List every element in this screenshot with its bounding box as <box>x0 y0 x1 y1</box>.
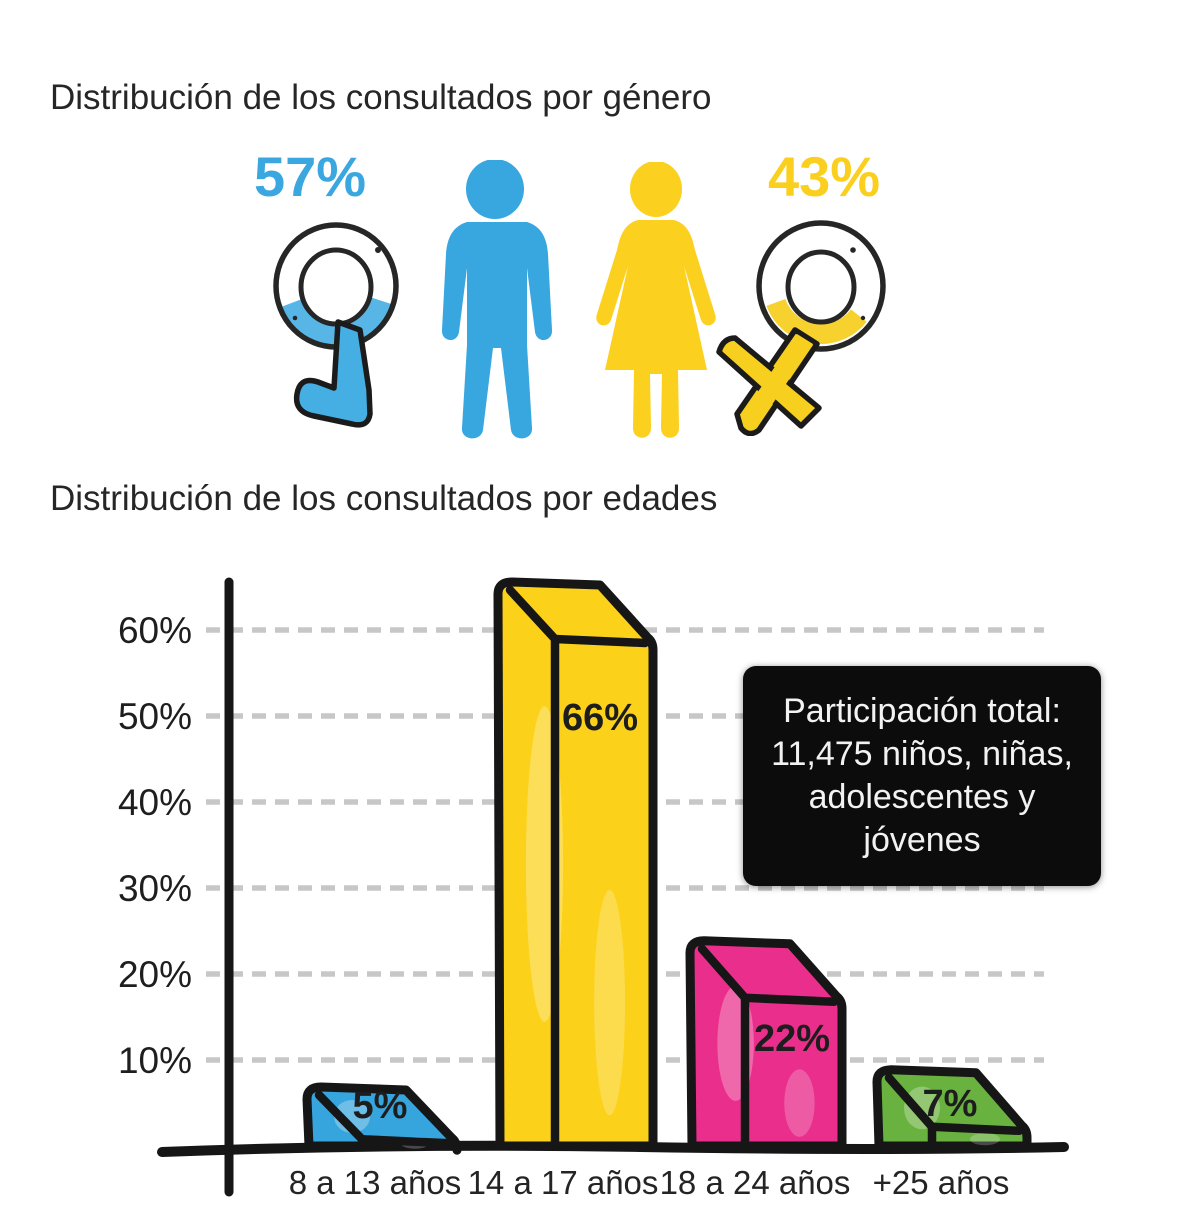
mars-symbol-icon <box>273 222 399 428</box>
infobox-line: jóvenes <box>863 821 981 859</box>
ages-bar-chart: 10% 20% 30% 40% 50% 60% 5% 8 a 13 años 66% 14 a 1… <box>118 577 1069 1201</box>
y-axis-tick-label: 50% <box>118 696 192 737</box>
x-axis-category-label: 14 a 17 años <box>468 1164 659 1201</box>
bar <box>685 936 847 1151</box>
y-axis-tick-label: 20% <box>118 954 192 995</box>
x-axis-category-label: 18 a 24 años <box>660 1164 851 1201</box>
bar-inner-edge <box>884 1073 1024 1147</box>
bar-inner-edge <box>697 944 839 1147</box>
female-percentage-label: 43% <box>768 145 881 208</box>
male-figure-icon <box>441 160 553 439</box>
bar <box>493 577 658 1151</box>
gender-section-title: Distribución de los consultados por géne… <box>50 78 712 117</box>
x-axis-category-label: 8 a 13 años <box>289 1164 461 1201</box>
bar-texture <box>970 1133 1000 1146</box>
participation-infobox: Participación total: 11,475 niños, niñas… <box>743 666 1101 886</box>
bar-texture <box>904 1086 940 1130</box>
infobox-line: adolescentes y <box>808 778 1036 816</box>
infobox-line: 11,475 niños, niñas, <box>771 735 1073 773</box>
bar-inner-edge <box>314 1090 454 1148</box>
bar <box>302 1082 462 1155</box>
bar-inner-edge <box>505 585 650 1147</box>
bar-value-label: 5% <box>353 1085 408 1127</box>
y-axis-tick-label: 10% <box>118 1040 192 1081</box>
bar-value-label: 22% <box>754 1018 830 1060</box>
male-percentage-label: 57% <box>254 145 367 208</box>
y-axis-tick-label: 40% <box>118 782 192 823</box>
female-figure-icon <box>596 162 716 438</box>
venus-symbol-icon <box>716 220 886 436</box>
bar-texture <box>594 890 626 1116</box>
y-axis-tick-label: 30% <box>118 868 192 909</box>
y-axis-tick-label: 60% <box>118 610 192 651</box>
x-axis-category-label: +25 años <box>873 1164 1010 1201</box>
ages-section-title: Distribución de los consultados por edad… <box>50 479 718 518</box>
bar-value-label: 66% <box>562 697 638 739</box>
bar-value-label: 7% <box>923 1083 978 1125</box>
bar-texture <box>784 1069 815 1137</box>
infobox-line: Participación total: <box>783 692 1061 730</box>
